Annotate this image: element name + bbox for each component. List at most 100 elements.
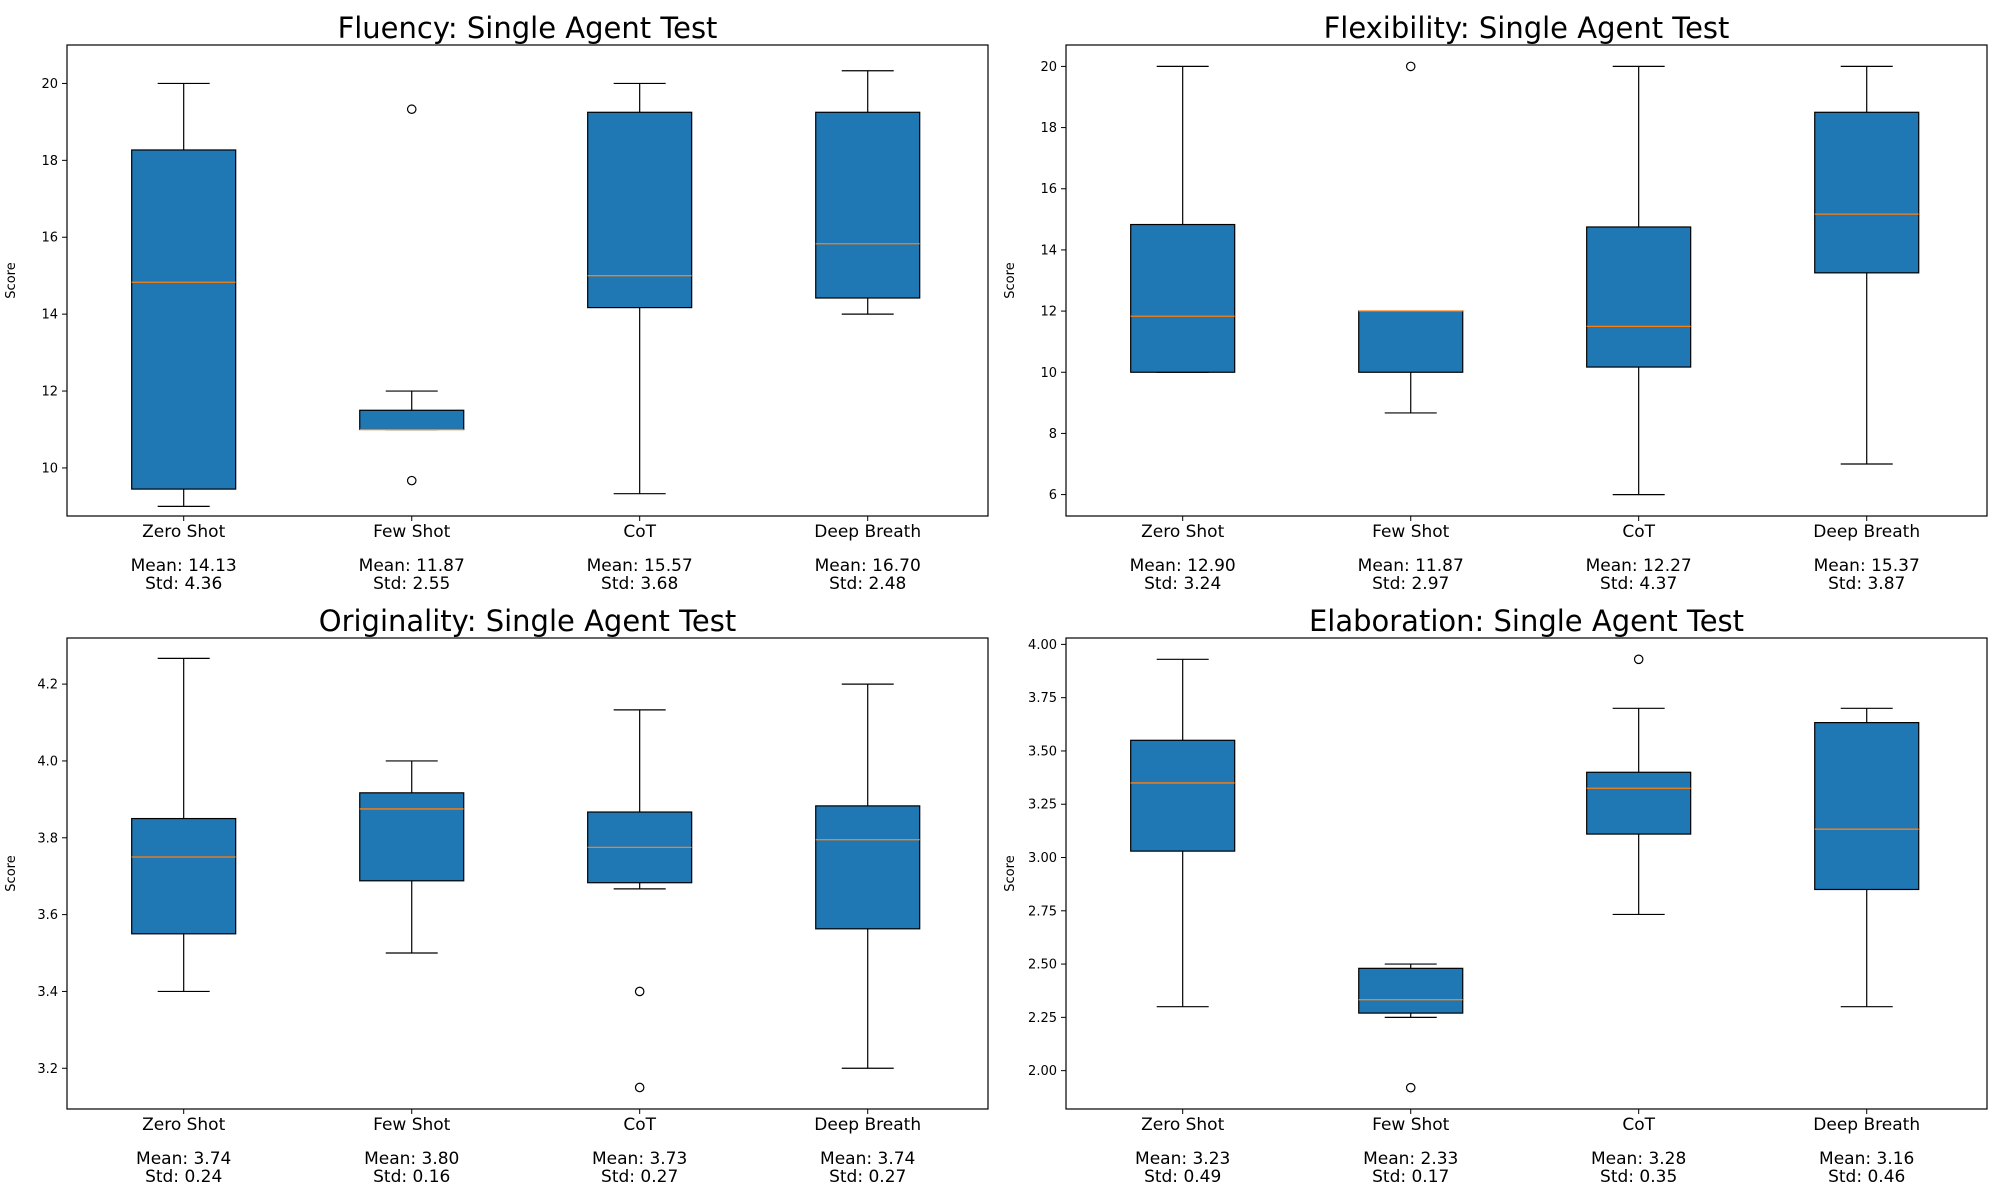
category-label: Deep Breath — [814, 1115, 921, 1135]
box — [815, 111, 921, 299]
box — [587, 111, 693, 309]
mean-label: Mean: 3.73 — [592, 1149, 687, 1169]
mean-label: Mean: 12.27 — [1586, 556, 1692, 576]
mean-label: Mean: 3.23 — [1135, 1149, 1230, 1169]
std-label: Std: 0.49 — [1144, 1167, 1221, 1187]
category-label: Zero Shot — [142, 522, 225, 542]
y-tick-label: 3.25 — [1028, 798, 1057, 813]
mean-label: Mean: 3.74 — [820, 1149, 915, 1169]
box — [1358, 310, 1464, 373]
chart-panel-2: Originality: Single Agent Test Score 3.2 3.… — [4, 604, 989, 1187]
category-label: Deep Breath — [1813, 1115, 1920, 1135]
std-label: Std: 0.27 — [601, 1167, 678, 1187]
mean-label: Mean: 2.33 — [1363, 1149, 1458, 1169]
std-label: Std: 2.55 — [373, 574, 450, 594]
chart-title: Fluency: Single Agent Test — [338, 11, 718, 45]
box — [1130, 739, 1236, 852]
y-tick-label: 3.6 — [37, 908, 58, 923]
y-tick-label: 3.2 — [37, 1062, 58, 1077]
y-tick-label: 2.50 — [1028, 958, 1057, 973]
std-label: Std: 0.24 — [145, 1167, 222, 1187]
category-label: CoT — [623, 522, 656, 542]
category-label: Few Shot — [373, 1115, 451, 1135]
category-label: Zero Shot — [142, 1115, 225, 1135]
std-label: Std: 4.36 — [145, 574, 222, 594]
y-axis-label: Score — [4, 855, 19, 891]
y-tick-label: 2.00 — [1028, 1064, 1057, 1079]
std-label: Std: 3.68 — [601, 574, 678, 594]
box — [1586, 226, 1692, 368]
outlier-point — [1405, 1082, 1416, 1093]
std-label: Std: 4.37 — [1600, 574, 1677, 594]
outlier-point — [406, 475, 417, 486]
y-tick-label: 10 — [1040, 366, 1057, 381]
chart-panel-3: Elaboration: Single Agent Test Score 2.00 2… — [1003, 604, 1988, 1187]
outlier-point — [406, 104, 417, 115]
std-label: Std: 3.24 — [1144, 574, 1221, 594]
chart-title: Originality: Single Agent Test — [319, 604, 736, 638]
y-tick-label: 3.00 — [1028, 851, 1057, 866]
y-tick-label: 6 — [1049, 488, 1057, 503]
box — [1586, 771, 1692, 835]
y-tick-label: 4.2 — [37, 678, 58, 693]
box — [131, 817, 237, 935]
y-tick-label: 12 — [41, 385, 58, 400]
category-label: Few Shot — [1372, 1115, 1450, 1135]
std-label: Std: 0.17 — [1372, 1167, 1449, 1187]
plot-frame — [66, 637, 989, 1110]
outlier-point — [1405, 61, 1416, 72]
y-tick-label: 3.50 — [1028, 744, 1057, 759]
y-tick-label: 16 — [1040, 182, 1057, 197]
category-label: Zero Shot — [1141, 1115, 1224, 1135]
box — [1358, 967, 1464, 1014]
mean-label: Mean: 11.87 — [1358, 556, 1464, 576]
y-tick-label: 2.25 — [1028, 1011, 1057, 1026]
y-axis-label: Score — [1003, 262, 1018, 298]
y-tick-label: 4.00 — [1028, 638, 1057, 653]
mean-label: Mean: 11.87 — [359, 556, 465, 576]
outlier-point — [634, 1082, 645, 1093]
chart-title: Elaboration: Single Agent Test — [1309, 604, 1744, 638]
std-label: Std: 0.16 — [373, 1167, 450, 1187]
y-tick-label: 3.8 — [37, 831, 58, 846]
mean-label: Mean: 3.16 — [1819, 1149, 1914, 1169]
category-label: Deep Breath — [1813, 522, 1920, 542]
box — [815, 805, 921, 930]
std-label: Std: 2.48 — [829, 574, 906, 594]
mean-label: Mean: 3.74 — [136, 1149, 231, 1169]
y-tick-label: 16 — [41, 231, 58, 246]
std-label: Std: 0.27 — [829, 1167, 906, 1187]
y-tick-label: 10 — [41, 461, 58, 476]
category-label: Few Shot — [1372, 522, 1450, 542]
outlier-point — [1633, 654, 1644, 665]
chart-title: Flexibility: Single Agent Test — [1324, 11, 1730, 45]
y-tick-label: 3.75 — [1028, 691, 1057, 706]
y-tick-label: 8 — [1049, 427, 1057, 442]
y-tick-label: 2.75 — [1028, 904, 1057, 919]
box — [359, 409, 465, 431]
box — [1130, 223, 1236, 373]
box — [131, 149, 237, 490]
outlier-point — [634, 986, 645, 997]
box — [359, 792, 465, 882]
mean-label: Mean: 16.70 — [815, 556, 921, 576]
category-label: Deep Breath — [814, 522, 921, 542]
mean-label: Mean: 3.28 — [1591, 1149, 1686, 1169]
category-label: CoT — [1622, 1115, 1655, 1135]
y-tick-label: 18 — [1040, 121, 1057, 136]
category-label: Zero Shot — [1141, 522, 1224, 542]
y-tick-label: 3.4 — [37, 985, 58, 1000]
chart-panel-1: Flexibility: Single Agent Test Score 6 8 10 1… — [1003, 11, 1988, 594]
mean-label: Mean: 3.80 — [364, 1149, 459, 1169]
y-tick-label: 20 — [1040, 60, 1057, 75]
box — [1814, 111, 1920, 274]
std-label: Std: 3.87 — [1828, 574, 1905, 594]
y-tick-label: 12 — [1040, 305, 1057, 320]
y-axis-label: Score — [4, 262, 19, 298]
plot-frame — [66, 44, 989, 517]
mean-label: Mean: 14.13 — [131, 556, 237, 576]
mean-label: Mean: 15.57 — [587, 556, 693, 576]
std-label: Std: 0.46 — [1828, 1167, 1905, 1187]
y-tick-label: 14 — [1040, 243, 1057, 258]
